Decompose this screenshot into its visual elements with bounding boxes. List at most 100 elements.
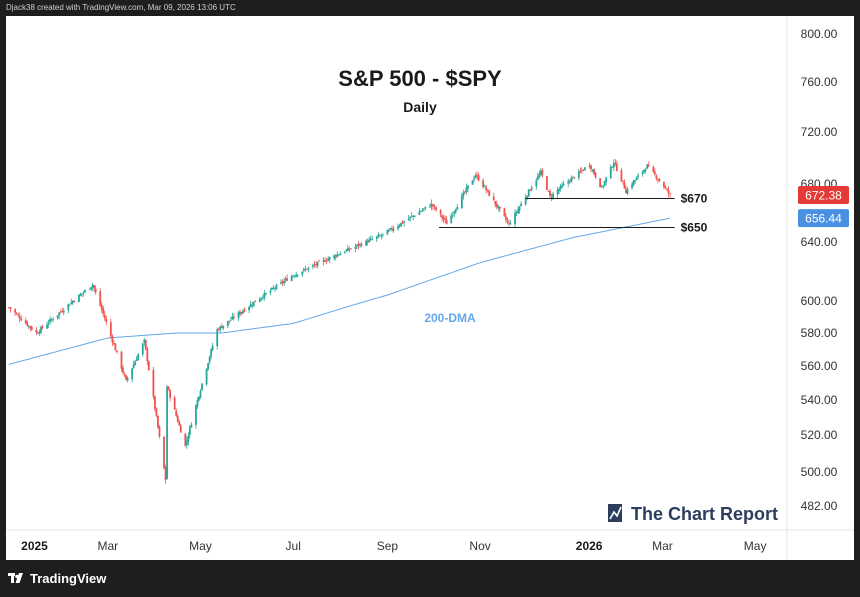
candle-body <box>102 308 105 314</box>
candle-body <box>185 440 188 446</box>
candle-body <box>132 364 135 369</box>
candle-body <box>324 260 327 262</box>
price-axis[interactable]: 800.00760.00720.00680.00640.00600.00580.… <box>801 27 838 513</box>
candle-body <box>594 173 597 178</box>
candle-body <box>248 306 251 311</box>
price-chart[interactable]: S&P 500 - $SPY Daily 200-DMA $670 $650 80… <box>6 16 854 560</box>
tradingview-logo[interactable]: TradingView <box>8 571 106 586</box>
candle-body <box>88 288 91 290</box>
candle-body <box>653 171 656 175</box>
candle-body <box>239 311 241 314</box>
candle-body <box>176 415 179 422</box>
candle-body <box>568 180 571 182</box>
candle-body <box>166 386 168 480</box>
candle-body <box>312 265 314 267</box>
candle-body <box>529 190 532 192</box>
candle-body <box>380 235 383 237</box>
candle-body <box>506 220 509 222</box>
price-tick-label: 560.00 <box>801 359 838 373</box>
candle-body <box>656 179 659 180</box>
candle-body <box>503 208 506 217</box>
ma-label: 200-DMA <box>424 311 476 325</box>
candle-body <box>35 329 38 333</box>
candle-body <box>550 196 553 198</box>
candle-body <box>62 310 65 313</box>
candle-body <box>82 292 85 294</box>
candle-body <box>295 274 298 277</box>
candle-body <box>318 260 320 262</box>
candle-body <box>184 433 187 446</box>
candle-body <box>261 297 264 299</box>
candle-body <box>100 304 103 310</box>
candle-body <box>155 408 158 416</box>
candle-body <box>570 177 573 183</box>
candle-body <box>441 215 444 219</box>
candle-body <box>201 383 203 390</box>
candle-body <box>305 269 308 270</box>
top-bar: Djack38 created with TradingView.com, Ma… <box>0 0 860 16</box>
candle-body <box>658 179 661 182</box>
candle-body <box>451 214 454 216</box>
candle-body <box>646 164 649 169</box>
candle-body <box>558 189 561 192</box>
candle-body <box>228 320 231 322</box>
candle-body <box>322 259 325 262</box>
price-tick-label: 720.00 <box>801 125 838 139</box>
watermark: The Chart Report <box>608 504 778 524</box>
time-axis[interactable]: 2025 Mar May Jul Sep Nov 2026 Mar May <box>21 539 766 553</box>
time-tick-label: Sep <box>377 539 399 553</box>
candle-body <box>378 235 381 237</box>
candle-body <box>567 181 570 184</box>
watermark-text: The Chart Report <box>631 504 778 524</box>
candle-body <box>114 344 117 351</box>
candle-body <box>281 281 284 283</box>
candle-body <box>152 369 155 397</box>
candle-body <box>526 195 529 198</box>
candle-body <box>573 177 576 179</box>
ma-line <box>8 217 671 365</box>
candle-body <box>471 180 474 185</box>
candle-body <box>486 189 489 191</box>
candle-body <box>571 176 574 178</box>
candle-body <box>315 264 317 265</box>
chart-panel[interactable]: S&P 500 - $SPY Daily 200-DMA $670 $650 80… <box>6 16 854 560</box>
candle-body <box>419 211 422 213</box>
candle-body <box>135 359 138 361</box>
candle-body <box>284 278 287 281</box>
candle-body <box>207 363 209 370</box>
candle-body <box>366 240 369 243</box>
candle-body <box>398 225 401 227</box>
candle-body <box>56 315 59 319</box>
candle-body <box>14 309 17 313</box>
candle-body <box>611 166 614 168</box>
candle-body <box>233 316 235 319</box>
candle-body <box>141 343 144 355</box>
candle-body <box>620 170 623 182</box>
candle-body <box>664 187 667 189</box>
candle-body <box>625 189 627 194</box>
candle-body <box>524 197 527 205</box>
chart-credit: Djack38 created with TradingView.com, Ma… <box>6 3 236 12</box>
candle-body <box>368 239 371 243</box>
ma-value-tag <box>798 209 849 228</box>
candle-body <box>254 300 257 303</box>
candle-body <box>354 246 357 249</box>
candle-body <box>37 333 39 334</box>
candle-body <box>577 171 580 178</box>
candle-body <box>345 249 348 252</box>
candle-body <box>514 212 516 225</box>
candle-body <box>612 163 615 168</box>
candle-body <box>336 254 339 257</box>
candle-body <box>30 326 33 330</box>
candle-body <box>260 297 263 300</box>
candle-body <box>27 325 30 327</box>
candle-body <box>195 405 197 426</box>
candle-body <box>325 260 328 262</box>
candle-body <box>663 181 665 188</box>
candle-body <box>90 287 92 290</box>
candle-body <box>292 275 295 277</box>
candle-body <box>392 228 395 231</box>
candle-body <box>410 215 413 217</box>
candle-body <box>252 301 255 307</box>
candle-body <box>199 390 202 398</box>
